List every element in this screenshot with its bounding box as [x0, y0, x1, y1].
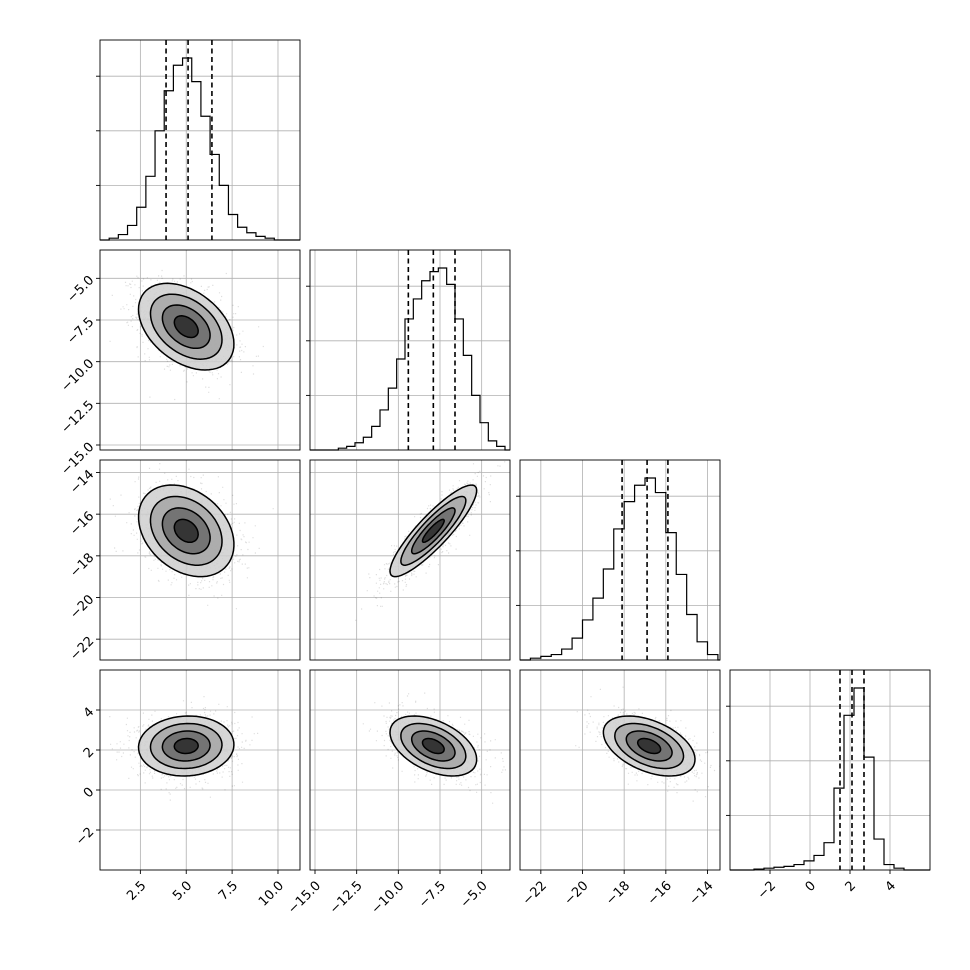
x-tick-label: 4	[883, 878, 899, 894]
y-tick-label: −16	[67, 509, 97, 539]
contour-1-3-1	[410, 730, 456, 762]
x-tick-label: 0	[803, 878, 819, 894]
x-tick-label: −10.0	[369, 878, 408, 917]
scatter-panel-1-3	[309, 669, 511, 871]
contour-0-2-2	[149, 495, 223, 566]
contour-0-3-3	[137, 715, 235, 777]
histogram-1	[310, 267, 510, 451]
contour-0-2-1	[161, 507, 211, 555]
x-tick-label: 2.5	[124, 878, 149, 903]
contour-1-2-1	[410, 507, 456, 555]
x-tick-label: 7.5	[216, 878, 241, 903]
contour-0-3-0	[173, 737, 199, 755]
histogram-3	[730, 687, 930, 871]
contour-1-3-3	[389, 715, 478, 777]
contour-0-1-0	[173, 315, 199, 339]
histogram-panel-3	[726, 669, 931, 871]
y-tick-label: −22	[67, 634, 97, 664]
x-tick-label: −7.5	[416, 878, 449, 911]
scatter-panel-2-3	[519, 669, 721, 871]
y-tick-label: 0	[81, 785, 97, 801]
histogram-2	[520, 477, 720, 661]
contour-2-3-0	[636, 737, 662, 755]
contour-2-3-3	[602, 715, 696, 777]
scatter-panel-1-2	[309, 459, 511, 661]
x-tick-label: −5.0	[458, 878, 491, 911]
x-tick-label: −20	[562, 878, 592, 908]
contour-0-3-2	[149, 722, 223, 770]
contour-1-3-0	[421, 737, 445, 755]
histogram-panel-2	[516, 459, 721, 661]
x-tick-label: −16	[645, 878, 675, 908]
y-tick-label: −18	[67, 551, 97, 581]
contour-2-3-2	[614, 722, 685, 770]
y-tick-label: −20	[67, 592, 97, 622]
contour-0-2-3	[137, 484, 235, 578]
x-tick-label: −2	[755, 878, 779, 902]
contour-1-2-0	[421, 518, 445, 544]
x-tick-label: 10.0	[256, 878, 287, 909]
contour-0-2-0	[173, 518, 199, 544]
histogram-panel-1	[306, 249, 511, 451]
x-tick-label: 5.0	[170, 878, 195, 903]
contour-1-2-2	[400, 495, 467, 566]
y-tick-label: −2	[73, 825, 97, 849]
y-tick-label: −5.0	[64, 273, 97, 306]
contour-1-3-2	[400, 722, 467, 770]
x-tick-label: −12.5	[327, 878, 366, 917]
contour-0-1-3	[137, 282, 235, 371]
x-tick-label: −14	[687, 878, 717, 908]
x-tick-label: −22	[520, 878, 550, 908]
scatter-panel-0-2: −22−20−18−16−14	[67, 459, 301, 664]
scatter-panel-0-3: −2 0 2 4	[73, 669, 301, 871]
y-tick-label: −10.0	[59, 356, 98, 395]
contour-0-1-1	[161, 304, 211, 350]
x-tick-label: −18	[603, 878, 633, 908]
contour-0-1-2	[149, 293, 223, 360]
histogram-panel-0	[96, 39, 301, 241]
x-tick-label: −15.0	[285, 878, 324, 917]
y-tick-label: 2	[81, 745, 97, 761]
x-tick-label: 2	[843, 878, 859, 894]
contour-0-3-1	[161, 730, 211, 762]
contour-2-3-1	[625, 730, 673, 762]
y-tick-label: −12.5	[59, 398, 98, 437]
scatter-panel-0-1: −15.0−12.5−10.0−7.5−5.0	[59, 249, 301, 478]
contour-1-2-3	[389, 484, 478, 578]
histogram-0	[100, 57, 300, 241]
y-tick-label: 4	[81, 705, 97, 721]
y-tick-label: −7.5	[64, 315, 97, 348]
